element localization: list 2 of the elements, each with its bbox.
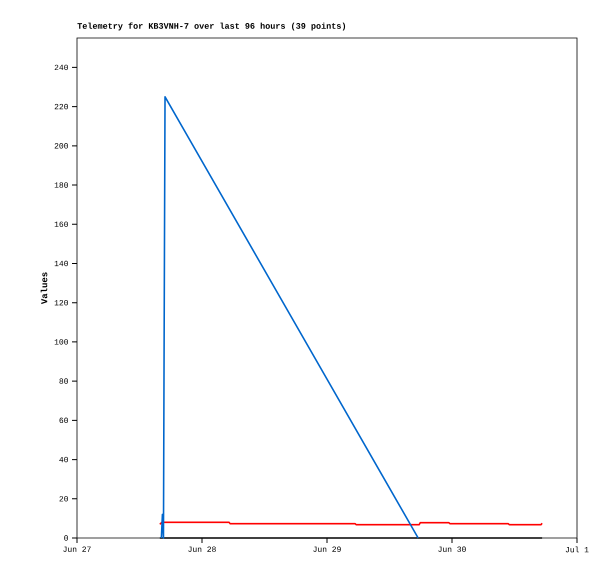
y-axis-title: Values: [40, 272, 48, 304]
chart-title: Telemetry for KB3VNH-7 over last 96 hours (39 points): [77, 22, 346, 30]
